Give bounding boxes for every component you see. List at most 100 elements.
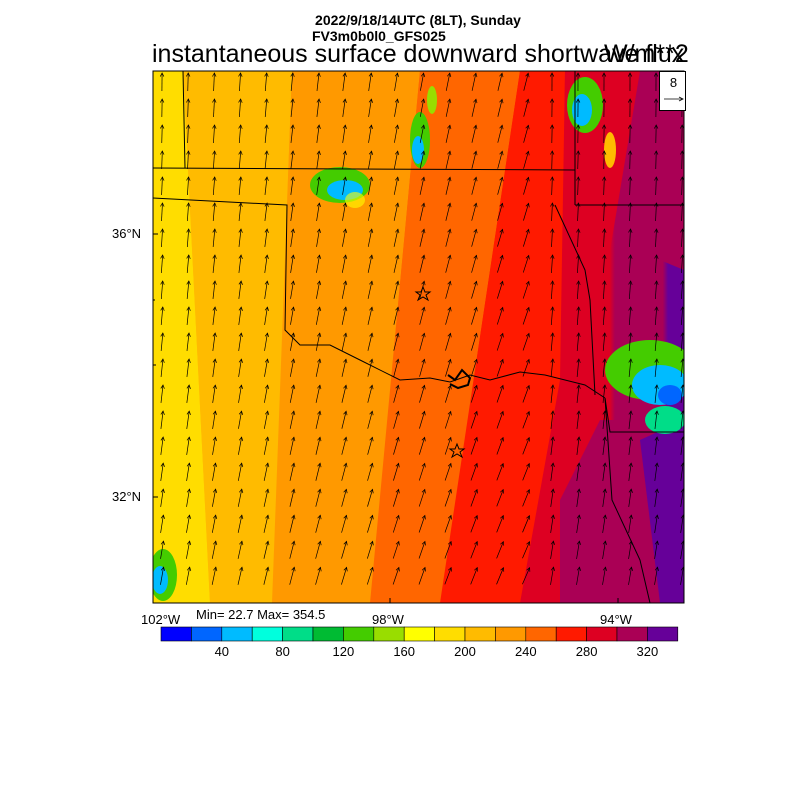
wind-vector [289,515,295,533]
wind-vector [315,541,321,559]
wind-vector [419,255,425,273]
wind-vector [341,463,347,481]
wind-vector [367,437,373,455]
wind-vector [160,567,164,585]
wind-vector [629,280,631,300]
wind-vector [264,203,268,221]
wind-vector-head [628,384,633,389]
wind-vector [289,437,295,455]
wind-vector-head [525,410,530,416]
wind-vector-head [316,228,322,234]
wind-vector-head [290,124,295,129]
wind-vector [576,515,580,533]
wind-vector-head [628,306,633,311]
wind-vector [238,359,242,377]
wind-vector [602,515,606,533]
cloud-patch [153,549,177,601]
wind-vector-head [264,280,269,285]
wind-vector [497,255,503,273]
wind-vector-head [654,332,659,337]
wind-vector-head [525,358,530,364]
wind-vector-head [602,566,608,572]
wind-vector [393,385,399,403]
wind-vector [654,307,658,325]
city-marker-star-icon [448,442,466,459]
wind-vector-head [526,541,531,546]
wind-vector-head [343,384,348,390]
wind-vector [522,281,530,299]
wind-vector-head [602,332,607,337]
wind-vector-head [550,566,556,572]
wind-vector [497,99,503,117]
wind-vector [496,411,504,429]
wind-vector-head [342,72,347,77]
wind-vectors [159,72,684,585]
wind-vector-head [421,228,426,234]
wind-vector-head [239,540,244,546]
wind-vector-head [421,306,426,312]
wind-vector [550,307,554,325]
colorbar-swatch [160,626,192,642]
wind-vector-head [160,410,165,415]
wind-vector [576,567,580,585]
wind-vector-head [602,280,607,285]
wind-vector [522,567,530,585]
wind-vector-head [421,436,426,442]
wind-vector [368,151,372,169]
wind-vector [680,567,684,585]
wind-vector-head [186,540,192,546]
wind-vector-head [369,514,374,520]
wind-vector-head [186,462,191,468]
wind-vector-head [186,436,191,441]
wind-vector-head [550,410,555,415]
wind-vector-head [421,358,426,364]
colorbar-label: 200 [454,644,476,659]
wind-vector [393,177,399,195]
wind-vector-head [421,566,426,572]
wind-vector-head [447,254,452,260]
wind-vector [550,463,554,481]
wind-vector-head [628,228,633,233]
wind-vector [341,307,347,325]
wind-vector [186,489,190,507]
wind-vector [628,541,632,559]
wind-vector [471,307,477,325]
wind-vector [264,125,268,143]
wind-vector [497,73,503,91]
wind-vector [237,567,243,585]
wind-vector-head [525,124,530,130]
wind-vector-head [525,332,530,338]
wind-vector [239,72,241,92]
wind-vector [629,202,631,222]
wind-vector-head [394,98,400,104]
wind-vector [445,151,451,169]
wind-vector-head [447,306,452,312]
wind-vector-head [654,176,659,181]
wind-vector [654,463,658,481]
wind-vector [576,541,580,559]
wind-vector-head [264,124,269,129]
wind-vector [315,567,321,585]
wind-vector-head [525,98,530,104]
wind-vector [523,125,529,143]
wind-vector [342,177,346,195]
colorbar-swatch [495,626,527,642]
wind-vector [628,359,632,377]
wind-vector-head [421,124,426,130]
wind-vector-head [447,384,452,390]
wind-vector [654,411,658,429]
wind-vector-head [654,540,659,546]
wind-vector [316,281,320,299]
wind-vector [290,203,294,221]
wind-vector-head [212,280,217,285]
flux-band [370,71,520,603]
wind-vector [367,255,373,273]
wind-vector [629,254,631,274]
wind-vector-head [499,72,504,78]
wind-vector-head [602,462,607,467]
wind-vector-head [290,306,296,312]
colorbar-label: 80 [275,644,290,659]
wind-vector-head [500,540,505,546]
wind-vector [577,176,579,196]
